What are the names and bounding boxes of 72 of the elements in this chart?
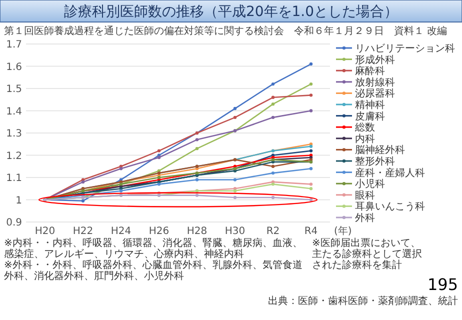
point — [309, 109, 313, 112]
legend-label: 内科 — [355, 132, 375, 145]
point — [119, 167, 123, 170]
text: ※内科・・内科、呼吸器、循環器、消化器、腎臓、糖尿病、血液、感染症、アレルギー、リウマチ、心療内科、神経内科 — [4, 237, 302, 260]
point — [233, 196, 237, 200]
point — [271, 82, 275, 86]
legend-label: 麻酔科 — [355, 65, 385, 78]
legend-label: 外科 — [355, 212, 375, 224]
legend-label: 眼科 — [355, 189, 375, 202]
legend-label: リハビリテーション科 — [355, 42, 455, 54]
y-tick-label: 1.3 — [6, 128, 22, 140]
x-tick-label: R4 — [304, 226, 318, 237]
point — [233, 178, 237, 182]
point — [309, 167, 313, 170]
y-tick-label: 1.5 — [6, 84, 22, 95]
point — [233, 106, 237, 110]
point — [309, 82, 313, 86]
point — [309, 182, 313, 186]
y-tick-label: 1.6 — [6, 62, 22, 73]
x-tick-label: H22 — [72, 226, 94, 237]
point — [271, 171, 275, 175]
y-tick-label: 1.1 — [6, 173, 22, 184]
text: ※外科・・外科、呼吸器外科、心臓血管外科、乳腺外科、気管食道外科、消化器外科、肛門外科、小児外科 — [4, 259, 302, 282]
legend-label: 皮膚科 — [355, 110, 385, 122]
y-tick-label: 1.2 — [6, 150, 22, 162]
text: ※医師届出票において、主たる診療科として選択された診療科を集計 — [312, 237, 422, 271]
text: 195 — [427, 275, 458, 294]
x-tick-label: H20 — [34, 226, 56, 237]
point — [271, 96, 275, 99]
point — [309, 187, 313, 190]
x-tick-label: H28 — [186, 226, 208, 237]
legend-label: 放射線科 — [355, 76, 395, 88]
point — [195, 138, 199, 142]
point — [271, 182, 275, 186]
legend-label: 産科・産婦人科 — [355, 166, 425, 179]
point — [271, 196, 275, 200]
y-tick-label: 0.9 — [6, 218, 22, 228]
legend-label: 脳神経外科 — [355, 144, 405, 156]
legend-label: 精神科 — [355, 99, 385, 111]
legend-label: 形成外科 — [355, 54, 395, 66]
point — [157, 149, 161, 152]
point — [81, 199, 85, 202]
legend-label: 総数 — [354, 122, 375, 134]
point — [157, 182, 161, 186]
y-tick-label: 1 — [16, 195, 22, 206]
point — [157, 156, 161, 160]
x-tick-label: H26 — [148, 226, 170, 237]
x-axis-title: (年) — [334, 225, 352, 237]
legend-label: 耳鼻いんこう科 — [355, 200, 425, 213]
chart-title: 診療科別医師数の推移（平成20年を1.0とした場合） — [64, 4, 398, 20]
point — [157, 176, 161, 180]
legend-label: 整形外科 — [355, 156, 395, 168]
point — [271, 164, 275, 168]
source-note: 出典：医師・歯科医師・薬剤師調査、統計 — [268, 295, 458, 307]
point — [195, 194, 199, 197]
legend-label: 小児科 — [355, 178, 385, 190]
point — [195, 146, 199, 150]
y-tick-label: 1.7 — [6, 40, 22, 50]
x-tick-label: R2 — [266, 226, 280, 237]
chart-subtitle: 第１回医師養成過程を通じた医師の偏在対策等に関する検討会 令和６年１月２９日 資料１ 改編 — [4, 25, 448, 37]
x-tick-label: H24 — [110, 226, 132, 237]
legend-label: 泌尿器科 — [355, 88, 395, 100]
x-tick-label: H30 — [224, 226, 246, 237]
point — [233, 116, 237, 120]
point — [271, 102, 275, 106]
point — [309, 94, 313, 97]
point — [309, 62, 313, 66]
point — [271, 116, 275, 120]
point — [195, 178, 199, 182]
point — [81, 180, 85, 184]
y-tick-label: 1.4 — [6, 106, 22, 118]
point — [309, 149, 313, 152]
